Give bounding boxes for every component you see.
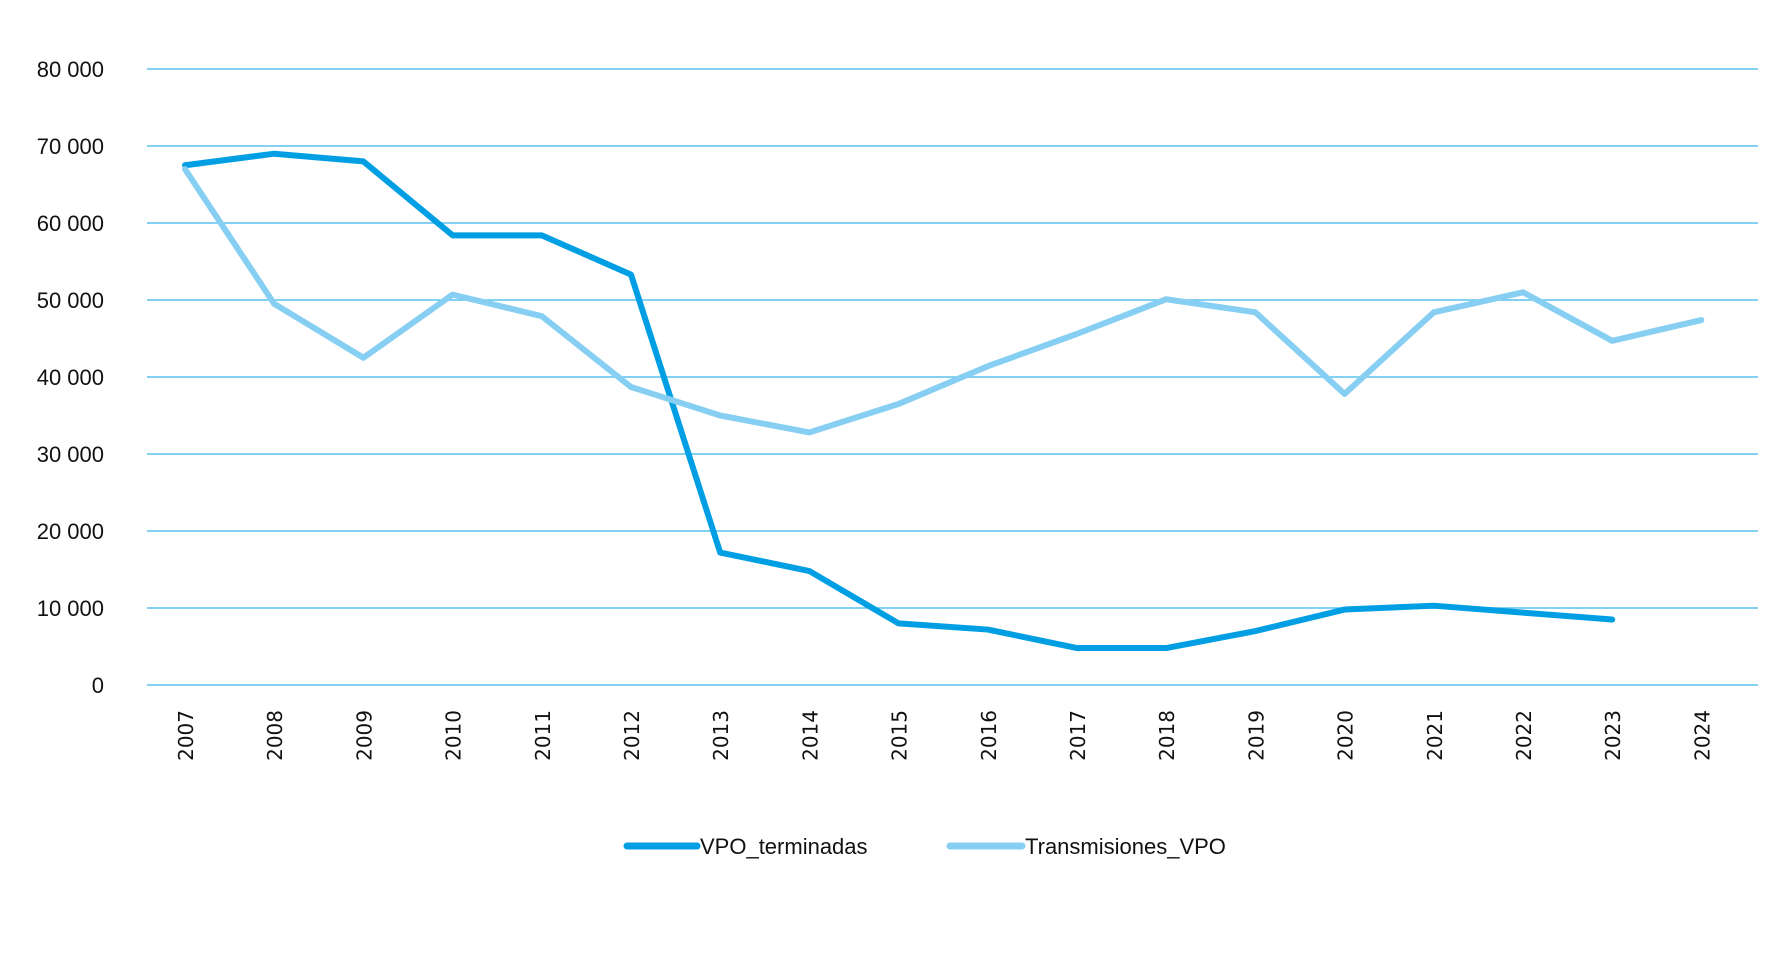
x-tick-label: 2012: [620, 710, 644, 761]
x-tick-label: 2010: [442, 710, 466, 761]
x-tick-label: 2021: [1423, 710, 1447, 761]
x-tick-label: 2023: [1601, 710, 1625, 761]
y-tick-label: 10 000: [37, 596, 104, 621]
legend-label-vpo-terminadas: VPO_terminadas: [700, 834, 868, 859]
x-tick-label: 2019: [1244, 710, 1268, 761]
series-line-transmisiones-vpo: [182, 166, 1705, 436]
x-tick-label: 2015: [888, 710, 912, 761]
x-tick-label: 2007: [174, 710, 198, 761]
y-tick-label: 70 000: [37, 134, 104, 159]
y-tick-label: 20 000: [37, 519, 104, 544]
x-tick-label: 2014: [798, 710, 822, 761]
y-tick-label: 60 000: [37, 211, 104, 236]
y-tick-label: 40 000: [37, 365, 104, 390]
series-lines: [182, 150, 1705, 652]
x-tick-label: 2008: [263, 710, 287, 761]
x-tick-label: 2022: [1512, 710, 1536, 761]
x-axis-ticks: 2007 2008 2009 2010 2011 2012 2013 2014 2015 2016…: [174, 710, 1714, 761]
x-tick-label: 2017: [1066, 710, 1090, 761]
y-tick-label: 30 000: [37, 442, 104, 467]
x-tick-label: 2018: [1155, 710, 1179, 761]
legend-label-transmisiones-vpo: Transmisiones_VPO: [1025, 834, 1226, 859]
y-tick-label: 50 000: [37, 288, 104, 313]
y-tick-label: 0: [92, 673, 104, 698]
y-axis-ticks: 0 10 000 20 000 30 000 40 000 50 000 60 000 70 …: [37, 57, 104, 698]
gridlines: [147, 68, 1758, 686]
x-tick-label: 2020: [1334, 710, 1358, 761]
legend: VPO_terminadas Transmisiones_VPO: [623, 834, 1226, 859]
x-tick-label: 2011: [531, 710, 555, 761]
x-tick-label: 2009: [352, 710, 376, 761]
y-tick-label: 80 000: [37, 57, 104, 82]
x-tick-label: 2016: [977, 710, 1001, 761]
x-tick-label: 2024: [1690, 710, 1714, 761]
x-tick-label: 2013: [709, 710, 733, 761]
